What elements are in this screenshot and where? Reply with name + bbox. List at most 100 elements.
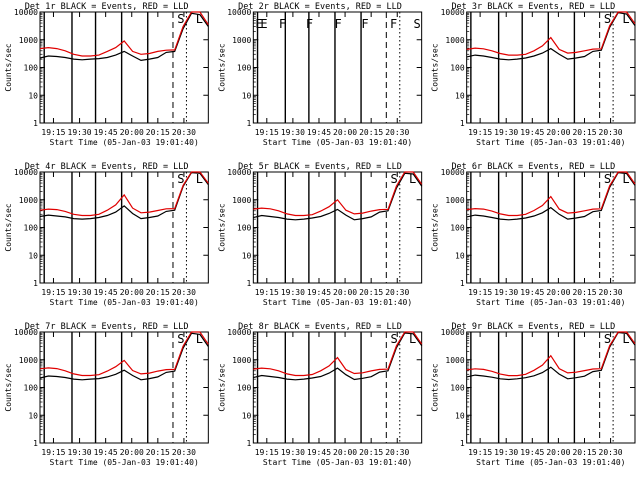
ytick-label: 1 [460, 119, 465, 128]
ytick-label: 10000 [227, 168, 251, 177]
xtick-label: 19:15 [255, 448, 279, 457]
ytick-label: 1 [247, 439, 252, 448]
marker-label: E [255, 17, 262, 31]
xtick-label: 19:30 [68, 288, 92, 297]
y-axis-label: Counts/sec [4, 363, 13, 411]
ytick-label: 10000 [14, 168, 38, 177]
ytick-label: 10 [455, 91, 465, 100]
series-events-line [39, 332, 209, 381]
x-axis-label: Start Time (05-Jan-03 19:01:40) [263, 138, 412, 147]
ytick-label: 100 [237, 224, 252, 233]
marker-label: L [622, 12, 629, 26]
marker-label: L [196, 332, 203, 346]
ytick-label: 1 [33, 119, 38, 128]
x-axis-label: Start Time (05-Jan-03 19:01:40) [263, 458, 412, 467]
ytick-label: 1 [460, 439, 465, 448]
xtick-label: 20:15 [572, 448, 596, 457]
chart-title: Det 9r BLACK = Events, RED = LLD [451, 322, 615, 332]
panel-8: Det 8r BLACK = Events, RED = LLD 1 10 100 10… [217, 322, 423, 467]
xtick-label: 19:45 [94, 448, 118, 457]
marker-label: S [414, 17, 421, 31]
ytick-label: 10000 [441, 8, 465, 17]
y-axis-label: Counts/sec [217, 203, 226, 251]
chart-title: Det 5r BLACK = Events, RED = LLD [238, 162, 402, 172]
xtick-label: 19:30 [281, 288, 305, 297]
marker-label: S [391, 172, 398, 186]
ytick-label: 1 [33, 279, 38, 288]
ytick-label: 100 [24, 384, 39, 393]
panel-7: Det 7r BLACK = Events, RED = LLD 1 10 100 10… [4, 322, 209, 467]
y-axis-label: Counts/sec [4, 43, 13, 91]
xtick-label: 19:15 [41, 448, 65, 457]
ytick-label: 1000 [19, 356, 38, 365]
xtick-label: 20:15 [359, 128, 383, 137]
x-axis-label: Start Time (05-Jan-03 19:01:40) [476, 458, 625, 467]
xtick-label: 20:00 [546, 128, 570, 137]
xtick-label: 19:30 [68, 128, 92, 137]
panel-5: Det 5r BLACK = Events, RED = LLD 1 10 100 10… [217, 162, 423, 307]
ytick-label: 10 [242, 251, 252, 260]
xtick-label: 19:15 [468, 128, 492, 137]
series-events-line [253, 172, 423, 221]
chart-title: Det 2r BLACK = Events, RED = LLD [238, 2, 402, 12]
chart-title: Det 7r BLACK = Events, RED = LLD [25, 322, 189, 332]
ytick-label: 100 [237, 384, 252, 393]
ytick-label: 1000 [445, 196, 464, 205]
marker-label: S [604, 172, 611, 186]
panel-9: Det 9r BLACK = Events, RED = LLD 1 10 100 10… [431, 322, 636, 467]
xtick-label: 19:45 [307, 128, 331, 137]
x-axis-label: Start Time (05-Jan-03 19:01:40) [50, 458, 199, 467]
ytick-label: 100 [237, 64, 252, 73]
xtick-label: 20:30 [599, 448, 623, 457]
xtick-label: 20:30 [172, 288, 196, 297]
xtick-label: 19:30 [281, 448, 305, 457]
xtick-label: 19:45 [520, 288, 544, 297]
chart-title: Det 4r BLACK = Events, RED = LLD [25, 162, 189, 172]
xtick-label: 19:45 [307, 288, 331, 297]
ytick-label: 10 [455, 411, 465, 420]
series-events-line [39, 12, 209, 62]
xtick-label: 20:30 [599, 128, 623, 137]
x-axis-label: Start Time (05-Jan-03 19:01:40) [476, 298, 625, 307]
marker-label: S [604, 332, 611, 346]
series-lld-line [466, 11, 636, 56]
chart-title: Det 3r BLACK = Events, RED = LLD [451, 2, 615, 12]
marker-label: L [196, 12, 203, 26]
panel-6: Det 6r BLACK = Events, RED = LLD 1 10 100 10… [431, 162, 636, 307]
ytick-label: 10 [455, 251, 465, 260]
xtick-label: 20:15 [359, 288, 383, 297]
x-axis-label: Start Time (05-Jan-03 19:01:40) [476, 138, 625, 147]
xtick-label: 20:30 [599, 288, 623, 297]
ytick-label: 1000 [445, 356, 464, 365]
xtick-label: 19:15 [255, 128, 279, 137]
ytick-label: 1000 [232, 196, 251, 205]
xtick-label: 19:45 [307, 448, 331, 457]
series-events-line [253, 332, 423, 381]
xtick-label: 19:30 [68, 448, 92, 457]
marker-label: S [177, 172, 184, 186]
ytick-label: 10 [28, 411, 38, 420]
marker-label: L [622, 172, 629, 186]
ytick-label: 1000 [19, 36, 38, 45]
chart-title: Det 6r BLACK = Events, RED = LLD [451, 162, 615, 172]
xtick-label: 20:00 [333, 448, 357, 457]
marker-label: L [622, 332, 629, 346]
panel-4: Det 4r BLACK = Events, RED = LLD 1 10 100 10… [4, 162, 209, 307]
x-axis-label: Start Time (05-Jan-03 19:01:40) [50, 138, 199, 147]
marker-label: F [390, 17, 397, 31]
ytick-label: 10 [242, 91, 252, 100]
xtick-label: 20:00 [120, 448, 144, 457]
xtick-label: 20:30 [385, 288, 409, 297]
xtick-label: 20:30 [172, 448, 196, 457]
ytick-label: 1000 [232, 36, 251, 45]
x-axis-label: Start Time (05-Jan-03 19:01:40) [50, 298, 199, 307]
xtick-label: 19:45 [520, 448, 544, 457]
marker-label: S [604, 12, 611, 26]
series-lld-line [253, 171, 423, 217]
marker-label: S [177, 12, 184, 26]
series-lld-line [466, 331, 636, 377]
xtick-label: 19:15 [468, 448, 492, 457]
y-axis-label: Counts/sec [4, 203, 13, 251]
ytick-label: 1 [247, 119, 252, 128]
